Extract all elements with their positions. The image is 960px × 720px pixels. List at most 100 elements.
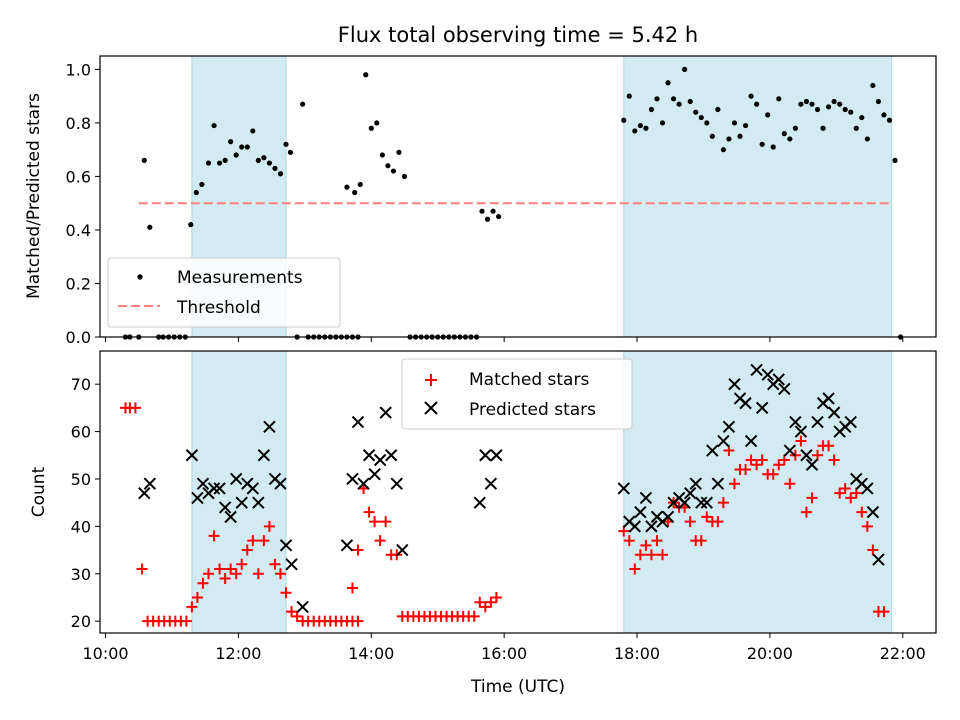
predicted-star-point [390,477,403,490]
measurement-point [765,112,771,118]
predicted-star-point [645,520,658,533]
x-axis-label: Time (UTC) [470,677,565,697]
y-tick-label: 20 [71,612,91,631]
matched-star-point [767,468,779,480]
measurement-point [715,106,721,113]
legend-plus-marker [425,374,437,386]
measurement-point [141,157,147,163]
matched-star-point [374,535,386,547]
predicted-star-point [351,415,365,429]
count-panel-frame [99,350,937,634]
measurement-point [188,222,194,228]
count-panel: 20 30 40 50 60 70 Count Matched stars Predict… [29,350,937,638]
predicted-star-point [827,406,841,419]
measurement-point [875,98,882,105]
predicted-star-point [196,477,210,490]
predicted-star-point [778,382,791,396]
measurement-point [266,160,273,166]
measurement-point [665,80,671,86]
matched-star-point [247,535,259,547]
measurement-point [759,141,765,147]
measurement-point [244,144,250,150]
predicted-star-point [362,449,376,462]
y-tick-label: 0.0 [66,328,91,347]
matched-star-point [712,516,724,528]
predicted-star-point [229,472,243,486]
y-tick-label: 0.4 [66,221,91,240]
predicted-star-point [811,415,824,429]
measurement-point [632,128,638,134]
predicted-star-point [285,558,298,571]
legend-measurements: Measurements [177,268,303,288]
measurement-point [496,213,502,220]
y-tick-label: 0.8 [66,114,91,133]
matched-star-point [214,563,226,575]
measurement-point [222,157,228,163]
matched-star-point [717,497,729,509]
count-panel-series [119,363,890,627]
y-tick-label: 60 [71,423,91,442]
measurement-point [787,136,793,142]
predicted-star-point [689,477,702,490]
predicted-star-point [728,377,741,391]
measurement-point [792,125,798,131]
matched-star-point [485,596,497,608]
matched-star-point [346,582,358,594]
predicted-star-point [224,510,237,524]
predicted-star-point [772,373,785,386]
measurement-point [344,184,350,190]
chart-title: Flux total observing time = 5.42 h [338,23,698,47]
predicted-star-point [744,434,758,448]
ratio-panel: 0.0 0.2 0.4 0.6 0.8 1.0 Matched/Predicted sta… [24,55,937,347]
measurement-point [484,216,491,222]
measurement-point [283,141,289,147]
matched-star-point [839,482,851,494]
matched-star-point [269,558,281,570]
measurement-point [287,149,294,155]
measurement-point [704,120,710,126]
measurement-point [352,189,358,196]
measurement-point [770,144,776,150]
measurement-point [859,114,865,121]
predicted-star-point [822,392,835,405]
measurement-point [870,82,876,89]
matched-star-point [369,516,381,528]
matched-star-point [191,591,203,603]
measurement-point [670,96,677,102]
measurement-point [255,157,261,163]
legend-matched-stars: Matched stars [469,370,589,390]
predicted-star-point [143,477,157,490]
matched-star-point [695,535,707,547]
matched-star-point [352,615,364,627]
matched-star-point [186,601,198,613]
predicted-star-point [473,496,487,509]
measurement-point [742,122,749,129]
predicted-star-point [340,539,354,552]
matched-star-point [640,539,652,551]
matched-star-point [180,615,192,627]
measurement-point [798,101,804,107]
ratio-ylabel: Matched/Predicted stars [24,93,44,299]
predicted-star-point [678,496,691,509]
predicted-star-point [185,449,199,462]
measurement-point [272,165,278,171]
measurement-point [748,93,754,99]
matched-star-point [258,535,270,547]
x-tick-label: 20:00 [747,644,793,663]
predicted-star-point [484,477,498,490]
predicted-star-point [246,482,260,495]
predicted-star-point [296,600,309,614]
matched-star-point [778,454,790,466]
measurement-point [731,120,738,126]
matched-star-point [684,516,696,528]
measurement-point [803,98,810,105]
measurement-point [277,171,284,177]
predicted-star-point [138,486,151,500]
matched-star-point [236,558,248,570]
measurement-point [239,144,245,150]
predicted-star-point [191,491,204,505]
matched-star-point [723,445,735,457]
predicted-star-point [368,468,381,481]
y-tick-label: 30 [71,565,91,584]
predicted-star-point [639,491,653,505]
